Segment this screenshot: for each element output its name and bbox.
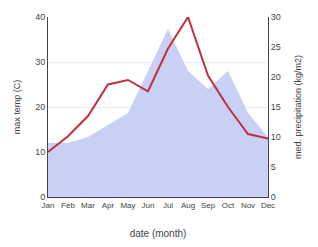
svg-text:Apr: Apr <box>102 201 115 210</box>
svg-text:med. precipitation (kg/m2): med. precipitation (kg/m2) <box>293 55 303 159</box>
svg-text:30: 30 <box>271 12 281 22</box>
svg-text:Oct: Oct <box>222 201 235 210</box>
svg-text:Aug: Aug <box>181 201 195 210</box>
svg-text:Jul: Jul <box>163 201 173 210</box>
svg-text:Dec: Dec <box>261 201 275 210</box>
svg-text:0: 0 <box>40 192 45 202</box>
svg-text:0: 0 <box>271 192 276 202</box>
svg-text:30: 30 <box>35 57 45 67</box>
svg-text:Jun: Jun <box>142 201 155 210</box>
svg-text:Sep: Sep <box>201 201 216 210</box>
svg-text:max temp (C): max temp (C) <box>12 80 22 135</box>
svg-text:40: 40 <box>35 12 45 22</box>
svg-text:date (month): date (month) <box>130 228 187 239</box>
svg-text:Mar: Mar <box>81 201 95 210</box>
svg-text:10: 10 <box>35 147 45 157</box>
svg-text:Jan: Jan <box>42 201 55 210</box>
svg-text:5: 5 <box>271 162 276 172</box>
svg-text:Feb: Feb <box>61 201 75 210</box>
svg-text:25: 25 <box>271 42 281 52</box>
svg-text:20: 20 <box>35 102 45 112</box>
svg-text:10: 10 <box>271 132 281 142</box>
svg-text:20: 20 <box>271 72 281 82</box>
svg-text:May: May <box>120 201 135 210</box>
svg-text:Nov: Nov <box>241 201 255 210</box>
svg-text:15: 15 <box>271 102 281 112</box>
